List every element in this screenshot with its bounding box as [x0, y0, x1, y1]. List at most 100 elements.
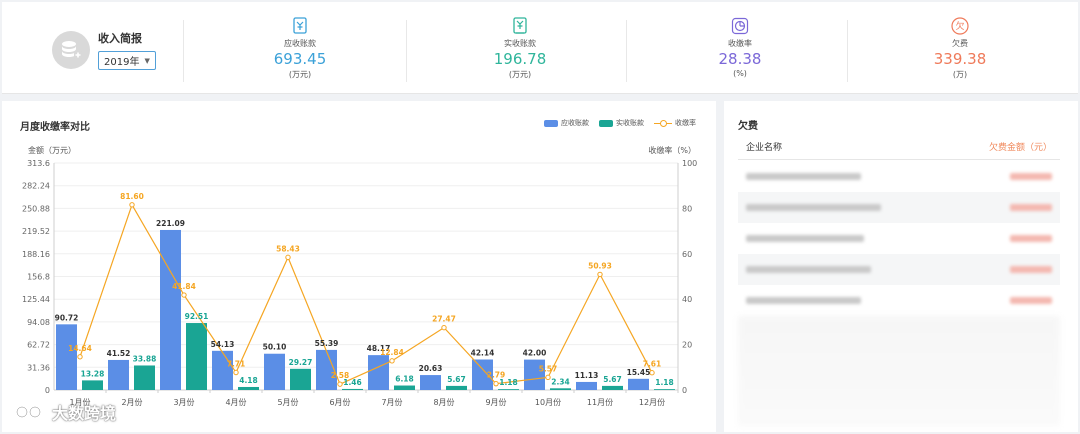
bar-receivable[interactable]	[264, 353, 285, 390]
y-tick-label: 313.6	[27, 159, 50, 168]
bar-received[interactable]	[446, 385, 467, 390]
divider	[626, 20, 627, 82]
table-row[interactable]	[738, 223, 1060, 254]
bar-received-label: 1.18	[655, 378, 674, 387]
bar-receivable[interactable]	[420, 375, 441, 390]
legend-swatch	[599, 119, 613, 127]
x-tick-label: 1月份	[69, 397, 90, 407]
bar-receivable-label: 15.45	[627, 368, 651, 377]
bar-receivable[interactable]	[524, 359, 545, 390]
bar-receivable[interactable]	[108, 359, 129, 390]
rate-point[interactable]	[129, 202, 135, 208]
bar-received[interactable]	[82, 380, 103, 390]
table-row[interactable]	[738, 285, 1060, 316]
kpi-rate: 收缴率 28.38 (%)	[630, 16, 850, 78]
bar-received-label: 6.18	[395, 375, 414, 384]
bar-received[interactable]	[550, 388, 571, 390]
bar-received[interactable]	[342, 388, 363, 390]
y2-tick-label: 0	[682, 386, 687, 395]
rate-label: 27.47	[432, 315, 456, 324]
rate-point[interactable]	[181, 292, 187, 298]
x-tick-label: 8月份	[433, 397, 454, 407]
legend-rate[interactable]: 收缴率	[654, 118, 696, 128]
rate-point[interactable]	[597, 271, 603, 278]
divider	[847, 20, 848, 82]
x-tick-label: 4月份	[225, 397, 246, 407]
kpi-receivable: 应收账款 693.45 (万元)	[190, 16, 410, 80]
monthly-chart-panel: 月度收缴率对比 应收账款 实收账款 收缴率 金额（万元） 收缴率（%） 0 31.…	[2, 101, 716, 432]
kpi-value: 196.78	[493, 50, 547, 68]
bar-received[interactable]	[290, 368, 311, 390]
divider	[183, 20, 184, 82]
redacted-company	[746, 235, 864, 242]
kpi-value: 28.38	[718, 50, 762, 68]
bar-receivable[interactable]	[56, 324, 77, 390]
chart-title: 月度收缴率对比	[20, 122, 90, 133]
legend-line-marker	[654, 119, 672, 127]
bar-received-label: 1.46	[343, 378, 362, 387]
bar-receivable[interactable]	[628, 378, 649, 390]
year-select[interactable]: 2019年 ▼	[98, 51, 156, 70]
bar-receivable[interactable]	[472, 359, 493, 390]
bar-receivable[interactable]	[368, 355, 389, 390]
bar-received-label: 1.18	[499, 378, 518, 387]
bar-receivable[interactable]	[212, 350, 233, 390]
legend-swatch	[544, 119, 558, 127]
y-tick-label: 188.16	[22, 250, 50, 259]
bar-received-label: 2.34	[551, 377, 570, 386]
arrears-icon: 欠	[951, 17, 969, 35]
bar-received[interactable]	[498, 389, 519, 390]
table-row[interactable]	[738, 254, 1060, 285]
rate-point[interactable]	[649, 370, 655, 376]
y-tick-label: 0	[45, 386, 50, 395]
arrears-table-header: 企业名称 欠费金额（元）	[738, 134, 1060, 160]
bar-received[interactable]	[394, 385, 415, 390]
bar-receivable[interactable]	[160, 229, 181, 390]
legend-label: 收缴率	[675, 119, 696, 127]
bar-received[interactable]	[602, 385, 623, 390]
rate-point[interactable]	[77, 354, 83, 360]
legend-received[interactable]: 实收账款	[599, 118, 644, 128]
chart-legend: 应收账款 实收账款 收缴率	[534, 118, 696, 128]
bar-received[interactable]	[238, 386, 259, 390]
rate-point[interactable]	[545, 374, 551, 381]
bar-received-label: 13.28	[81, 369, 105, 378]
bar-received-label: 5.67	[447, 375, 466, 384]
rate-point[interactable]	[441, 324, 447, 331]
bar-receivable[interactable]	[316, 349, 337, 390]
bar-received[interactable]	[186, 323, 207, 390]
bar-received[interactable]	[654, 389, 675, 390]
bar-received[interactable]	[134, 365, 155, 390]
brief-title: 收入简报	[98, 32, 142, 45]
summary-bar: 收入简报 2019年 ▼ 应收账款 693.45 (万元) 实收账款 196.7…	[2, 2, 1078, 94]
database-add-icon	[52, 31, 90, 69]
rate-line	[79, 203, 653, 385]
bar-received-label: 5.67	[603, 375, 622, 384]
legend-receivable[interactable]: 应收账款	[544, 118, 589, 128]
kpi-received: 实收账款 196.78 (万元)	[410, 16, 630, 80]
rate-point[interactable]	[337, 381, 343, 387]
rate-label: 14.64	[68, 344, 92, 353]
y-tick-label: 125.44	[22, 295, 50, 304]
rate-point[interactable]	[493, 380, 499, 387]
year-select-value: 2019年	[104, 57, 140, 68]
rate-point[interactable]	[285, 254, 291, 261]
rate-label: 7.61	[643, 360, 662, 369]
rate-point[interactable]	[233, 369, 239, 376]
table-row[interactable]	[738, 161, 1060, 192]
bar-receivable-label: 48.17	[367, 344, 391, 353]
y2-tick-label: 80	[682, 204, 692, 213]
y-tick-label: 31.36	[27, 363, 50, 372]
bar-received-label: 92.51	[185, 312, 209, 321]
x-tick-label: 7月份	[381, 397, 402, 407]
y2-tick-label: 100	[682, 159, 697, 168]
kpi-unit: (万元)	[288, 70, 312, 79]
bar-receivable[interactable]	[576, 381, 597, 390]
x-tick-label: 5月份	[277, 397, 298, 407]
rate-point[interactable]	[389, 358, 395, 364]
redacted-amount	[1010, 297, 1052, 304]
x-tick-label: 11月份	[587, 397, 613, 407]
pie-chart-icon	[731, 17, 749, 35]
bar-received-label: 4.18	[239, 376, 258, 385]
table-row[interactable]	[738, 192, 1060, 223]
